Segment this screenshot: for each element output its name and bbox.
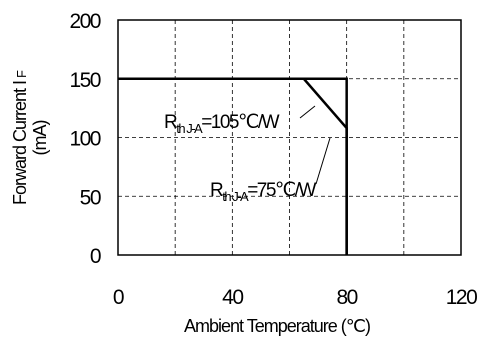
y-tick-label: 200 xyxy=(69,10,100,33)
x-tick-label: 80 xyxy=(336,286,357,309)
annotation-rth-75-sub: th J-A xyxy=(222,189,249,204)
annotation-rth-105: Rth J-A=105℃/W xyxy=(164,112,280,136)
annotation-rth-75-main: R xyxy=(210,180,223,201)
y-tick-label: 0 xyxy=(90,245,101,268)
y-axis-label-line2: (mA) xyxy=(30,121,50,156)
y-axis-label-sub: F xyxy=(14,70,29,78)
y-axis-ticks: 0 50 100 150 200 xyxy=(69,10,102,268)
y-tick-label: 150 xyxy=(69,69,100,92)
annotation-leader-105 xyxy=(299,105,316,119)
x-tick-label: 40 xyxy=(222,286,243,309)
annotation-leader-75 xyxy=(315,137,331,185)
y-tick-label: 100 xyxy=(69,128,100,151)
annotation-rth-75-value: =75℃/W xyxy=(247,180,316,201)
annotation-rth-75: Rth J-A=75℃/W xyxy=(210,180,317,204)
annotation-rth-105-sub: th J-A xyxy=(176,121,203,136)
grid-lines xyxy=(118,20,461,255)
svg-text:Forward Current IF: Forward Current I F xyxy=(10,70,30,205)
x-axis-ticks: 0 40 80 120 xyxy=(113,286,479,309)
x-axis-label: Ambient Temperature (℃) xyxy=(184,316,370,336)
series-group xyxy=(118,77,348,255)
x-tick-label: 120 xyxy=(446,286,477,309)
annotation-rth-105-value: =105℃/W xyxy=(201,112,279,133)
plot-area-frame xyxy=(117,19,462,256)
annotation-rth-105-main: R xyxy=(164,112,177,133)
x-tick-label: 0 xyxy=(113,286,124,309)
y-axis-label-line1: Forward Current I xyxy=(10,81,30,205)
y-axis-label: Forward Current I F (mA) xyxy=(10,70,50,205)
series-line-1 xyxy=(118,77,348,255)
y-tick-label: 50 xyxy=(80,186,101,209)
